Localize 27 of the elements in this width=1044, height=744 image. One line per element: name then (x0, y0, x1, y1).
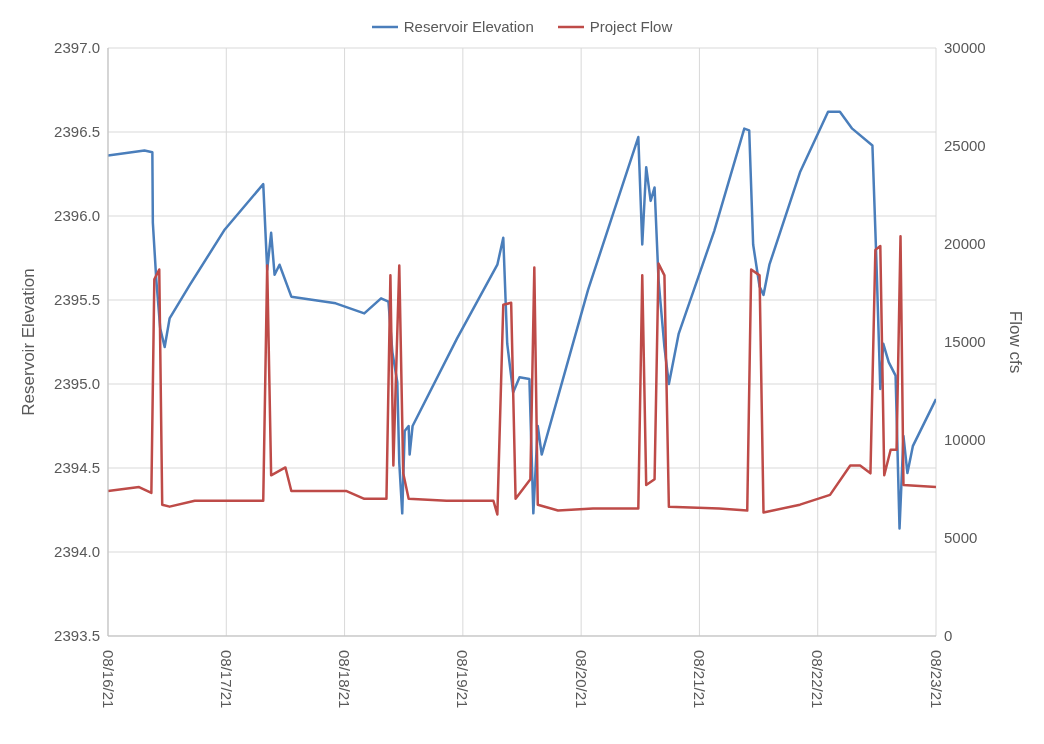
x-tick-label: 08/16/21 (99, 650, 117, 709)
y2-tick-label: 5000 (944, 529, 978, 547)
x-tick-label: 08/23/21 (927, 650, 945, 709)
y2-axis-title: Flow cfs (1005, 310, 1025, 374)
y2-tick-label: 10000 (944, 431, 986, 449)
y-tick-label: 2396.5 (54, 123, 100, 141)
x-tick-label: 08/18/21 (336, 650, 354, 709)
y2-tick-label: 20000 (944, 235, 986, 253)
y-tick-label: 2397.0 (54, 39, 100, 57)
legend-label: Project Flow (589, 18, 673, 35)
y-axis-title: Reservoir Elevation (19, 268, 39, 416)
y2-tick-label: 15000 (944, 333, 986, 351)
y-tick-label: 2394.0 (54, 543, 100, 561)
y-tick-label: 2394.5 (54, 459, 100, 477)
y-tick-label: 2395.5 (54, 291, 100, 309)
y-tick-label: 2395.0 (54, 375, 100, 393)
x-tick-label: 08/21/21 (690, 650, 708, 709)
x-tick-label: 08/17/21 (217, 650, 235, 709)
y2-tick-label: 30000 (944, 39, 986, 57)
legend-label: Reservoir Elevation (403, 18, 534, 35)
x-tick-label: 08/20/21 (572, 650, 590, 709)
x-tick-label: 08/22/21 (809, 650, 827, 709)
x-tick-label: 08/19/21 (454, 650, 472, 709)
y-tick-label: 2393.5 (54, 627, 100, 645)
y2-tick-label: 25000 (944, 137, 986, 155)
y2-tick-label: 0 (944, 627, 953, 645)
y-tick-label: 2396.0 (54, 207, 100, 225)
